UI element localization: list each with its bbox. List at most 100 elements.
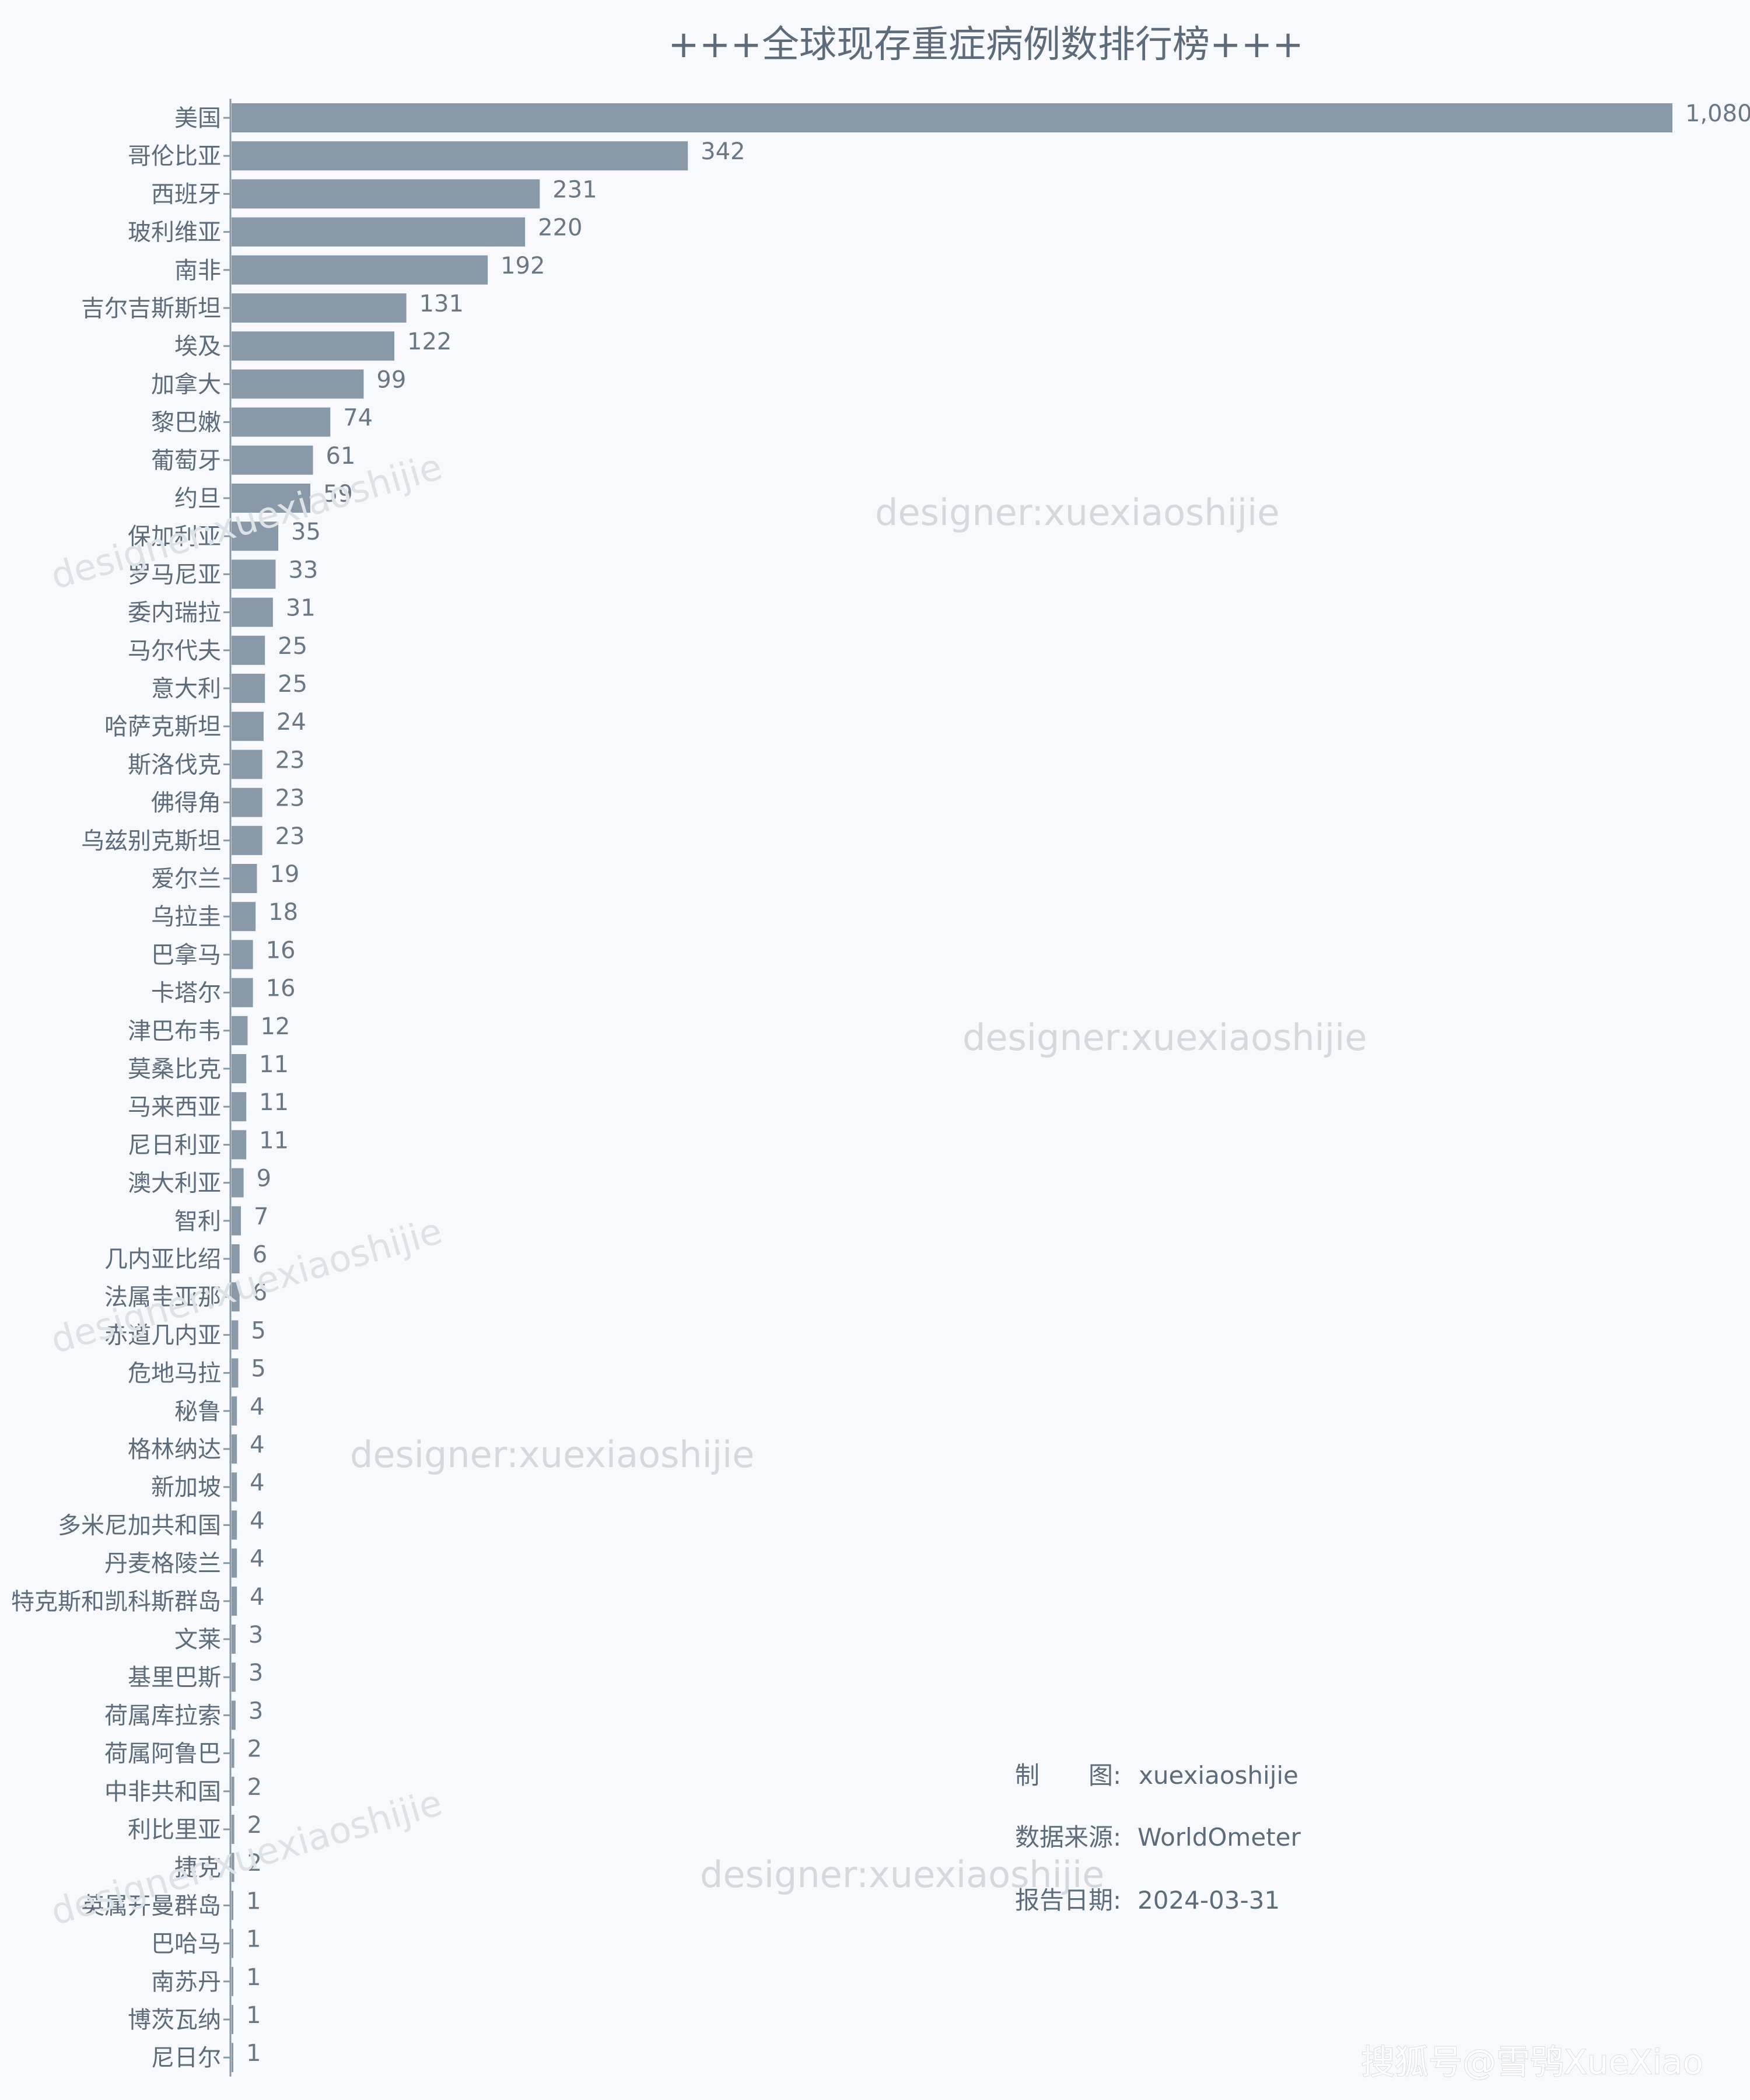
- bar-6: [232, 331, 395, 361]
- category-label: 南苏丹: [151, 1969, 221, 1996]
- bar-9: [232, 445, 313, 475]
- corner-watermark: 搜狐号@雪鸮XueXiao: [1361, 2042, 1703, 2082]
- bar-8: [232, 407, 331, 437]
- value-label: 19: [270, 861, 299, 888]
- value-label: 11: [259, 1127, 289, 1154]
- bar-33: [232, 1358, 239, 1388]
- bar-34: [232, 1396, 237, 1426]
- category-label: 吉尔吉斯斯坦: [81, 295, 221, 322]
- value-label: 4: [250, 1432, 264, 1458]
- bar-20: [232, 864, 257, 893]
- bar-51: [232, 2043, 233, 2073]
- bar-36: [232, 1472, 237, 1502]
- value-label: 131: [419, 290, 464, 317]
- bar-45: [232, 1815, 235, 1844]
- maker-label: 制 图:: [1015, 1761, 1121, 1790]
- watermark-3: designer:xuexiaoshijie: [350, 1433, 754, 1476]
- bar-49: [232, 1966, 233, 1996]
- category-label: 特克斯和凯科斯群岛: [11, 1588, 221, 1615]
- bar-1: [232, 141, 688, 171]
- value-label: 342: [701, 138, 745, 165]
- date-value: 2024-03-31: [1138, 1886, 1280, 1915]
- value-label: 16: [266, 975, 296, 1002]
- value-label: 7: [254, 1203, 268, 1230]
- watermark-2: designer:xuexiaoshijie: [963, 1016, 1367, 1059]
- value-label: 4: [250, 1584, 264, 1611]
- category-label: 佛得角: [151, 790, 221, 817]
- category-label: 约旦: [174, 485, 221, 512]
- category-label: 格林纳达: [128, 1436, 221, 1463]
- bar-38: [232, 1548, 237, 1578]
- category-label: 澳大利亚: [128, 1170, 221, 1197]
- value-label: 1: [246, 1964, 261, 1991]
- bar-19: [232, 825, 262, 855]
- bar-44: [232, 1776, 235, 1806]
- bar-37: [232, 1510, 237, 1540]
- value-label: 220: [538, 215, 582, 242]
- value-label: 99: [376, 366, 406, 393]
- category-label: 哈萨克斯坦: [104, 713, 221, 740]
- category-label: 哥伦比亚: [128, 143, 221, 170]
- category-label: 多米尼加共和国: [58, 1512, 221, 1539]
- value-label: 192: [501, 253, 545, 279]
- value-label: 2: [247, 1736, 262, 1763]
- watermark-4: designer:xuexiaoshijie: [700, 1853, 1104, 1896]
- value-label: 12: [260, 1013, 290, 1040]
- bar-15: [232, 674, 265, 703]
- date-label: 报告日期:: [1015, 1886, 1121, 1915]
- value-label: 3: [249, 1698, 263, 1724]
- bar-48: [232, 1929, 233, 1958]
- value-label: 5: [251, 1356, 265, 1382]
- category-label: 荷属阿鲁巴: [104, 1741, 221, 1768]
- source-label: 数据来源:: [1015, 1823, 1121, 1852]
- value-label: 4: [250, 1546, 264, 1573]
- category-label: 巴拿马: [151, 942, 221, 968]
- bar-10: [232, 484, 310, 513]
- bar-35: [232, 1434, 237, 1464]
- category-label: 爱尔兰: [151, 866, 221, 892]
- category-label: 基里巴斯: [128, 1664, 221, 1691]
- value-label: 11: [259, 1051, 289, 1078]
- bar-26: [232, 1092, 247, 1122]
- bar-29: [232, 1206, 242, 1236]
- bar-32: [232, 1320, 239, 1350]
- value-label: 1: [246, 2002, 261, 2029]
- source-value: WorldOmeter: [1138, 1823, 1301, 1852]
- category-label: 智利: [174, 1208, 221, 1235]
- bar-5: [232, 293, 407, 323]
- bar-46: [232, 1853, 235, 1882]
- category-label: 罗马尼亚: [128, 561, 221, 588]
- value-label: 5: [251, 1317, 265, 1344]
- category-label: 英属开曼群岛: [81, 1892, 221, 1919]
- category-label: 博茨瓦纳: [128, 2007, 221, 2034]
- value-label: 2: [247, 1774, 262, 1801]
- category-label: 保加利亚: [128, 523, 221, 550]
- category-label: 中非共和国: [104, 1779, 221, 1805]
- value-label: 59: [323, 481, 353, 508]
- value-label: 61: [326, 443, 356, 470]
- category-label: 新加坡: [151, 1474, 221, 1501]
- bar-24: [232, 1016, 248, 1045]
- bar-16: [232, 712, 264, 741]
- bar-30: [232, 1244, 240, 1273]
- category-label: 津巴布韦: [128, 1018, 221, 1045]
- value-label: 23: [275, 785, 305, 812]
- value-label: 18: [268, 899, 298, 926]
- bar-11: [232, 522, 279, 551]
- value-label: 1: [246, 1888, 261, 1915]
- category-label: 丹麦格陵兰: [104, 1550, 221, 1577]
- bar-7: [232, 369, 364, 399]
- value-label: 23: [275, 823, 305, 850]
- bar-13: [232, 597, 273, 627]
- maker-value: xuexiaoshijie: [1139, 1761, 1298, 1790]
- category-label: 南非: [174, 257, 221, 284]
- value-label: 1: [246, 1926, 261, 1953]
- bar-4: [232, 255, 488, 285]
- value-label: 11: [259, 1089, 289, 1116]
- category-label: 荷属库拉索: [104, 1702, 221, 1729]
- bar-22: [232, 940, 253, 970]
- value-label: 9: [257, 1166, 271, 1192]
- bar-25: [232, 1054, 247, 1083]
